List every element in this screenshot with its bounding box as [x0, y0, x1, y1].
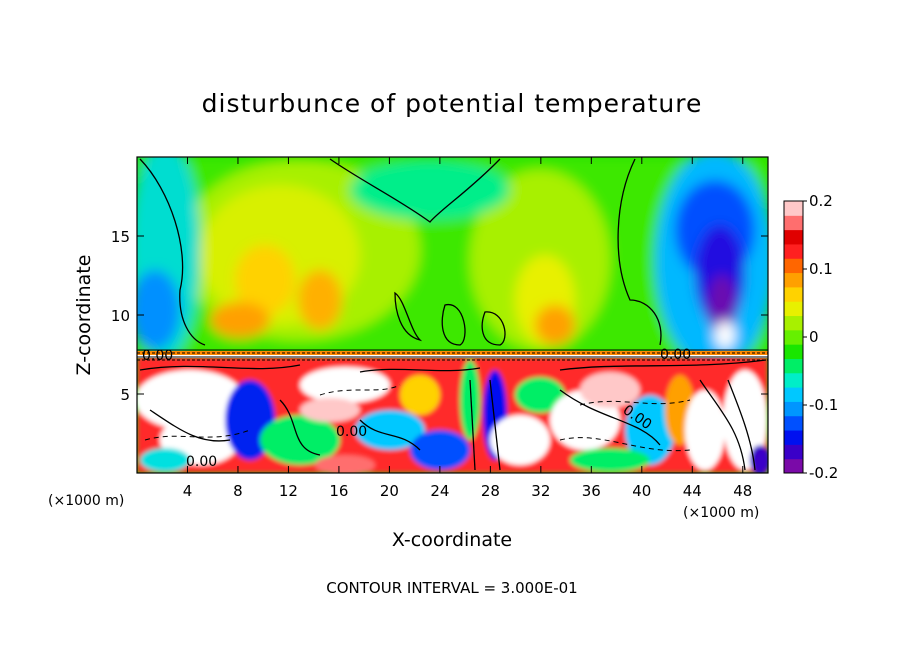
colorbar-swatch — [784, 329, 803, 345]
colorbar: 0.2 0.1 0 -0.1 -0.2 — [783, 192, 838, 482]
colorbar-tick-label: 0.1 — [809, 260, 833, 278]
colorbar-swatch — [784, 444, 803, 460]
upper-field — [137, 157, 768, 370]
colorbar-tick-label: 0 — [809, 328, 819, 346]
x-tick-label: 4 — [183, 482, 193, 500]
colorbar-swatch — [784, 229, 803, 245]
colorbar-swatch — [784, 243, 803, 259]
colorbar-swatch — [784, 372, 803, 388]
colorbar-swatch — [784, 286, 803, 302]
x-axis-ticks: 4 8 12 16 20 24 28 32 36 40 44 48 — [183, 157, 752, 500]
colorbar-swatch — [784, 358, 803, 374]
x-tick-label: 36 — [582, 482, 601, 500]
contour-label: 0.00 — [336, 424, 367, 440]
colorbar-swatch — [784, 258, 803, 274]
colorbar-tick-label: -0.2 — [809, 464, 838, 482]
x-tick-label: 32 — [531, 482, 550, 500]
contour-label: 0.00 — [186, 454, 217, 470]
chart-title: disturbunce of potential temperature — [202, 89, 703, 118]
y-tick-label: 5 — [120, 386, 130, 404]
y-tick-label: 10 — [111, 307, 130, 325]
interface-contours — [137, 349, 768, 361]
x-unit-left: (×1000 m) — [48, 493, 124, 509]
colorbar-swatch — [784, 215, 803, 231]
colorbar-swatch — [784, 458, 803, 474]
colorbar-swatch — [784, 415, 803, 431]
x-tick-label: 16 — [329, 482, 348, 500]
colorbar-tick-label: 0.2 — [809, 192, 833, 210]
lower-field — [137, 357, 768, 473]
colorbar-swatch — [784, 430, 803, 445]
x-tick-label: 44 — [683, 482, 702, 500]
x-tick-label: 48 — [733, 482, 752, 500]
colorbar-swatch — [784, 387, 803, 402]
x-tick-label: 12 — [279, 482, 298, 500]
colorbar-swatch — [784, 401, 803, 417]
contour-label: 0.00 — [660, 347, 691, 363]
x-tick-label: 24 — [430, 482, 449, 500]
y-axis-label: Z-coordinate — [73, 255, 95, 376]
colorbar-swatch — [784, 272, 803, 288]
colorbar-swatch — [784, 344, 803, 359]
y-tick-label: 15 — [111, 228, 130, 246]
x-unit-right: (×1000 m) — [683, 505, 759, 521]
x-tick-label: 40 — [632, 482, 651, 500]
colorbar-swatch — [784, 201, 803, 216]
x-tick-label: 28 — [481, 482, 500, 500]
y-axis-ticks: 5 10 15 — [111, 228, 768, 404]
contour-lines — [139, 158, 767, 471]
contour-interval-footer: CONTOUR INTERVAL = 3.000E-01 — [326, 579, 577, 597]
colorbar-swatch — [784, 301, 803, 317]
contour-label: 0.00 — [142, 348, 173, 364]
colorbar-tick-label: -0.1 — [809, 396, 838, 414]
x-axis-label: X-coordinate — [392, 529, 512, 551]
contour-lines-dashed — [144, 384, 691, 452]
x-tick-label: 20 — [380, 482, 399, 500]
plot-area — [137, 157, 768, 473]
x-tick-label: 8 — [233, 482, 243, 500]
colorbar-swatch — [784, 315, 803, 331]
